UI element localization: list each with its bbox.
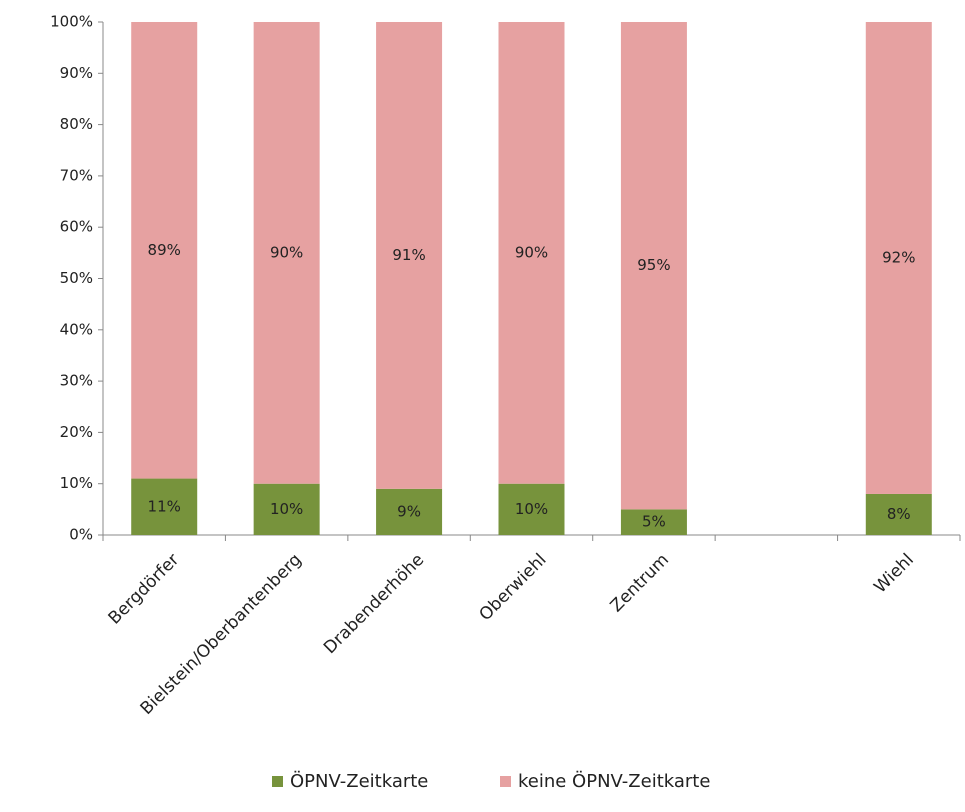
y-tick-label: 0% bbox=[69, 526, 93, 544]
data-label: 9% bbox=[397, 502, 421, 520]
bar-segment bbox=[498, 22, 565, 484]
legend-label: keine ÖPNV-Zeitkarte bbox=[518, 770, 710, 792]
x-tick-label: Zentrum bbox=[607, 550, 673, 616]
y-tick-label: 60% bbox=[60, 218, 93, 236]
bar-segment bbox=[131, 478, 198, 535]
bar-segment bbox=[376, 22, 443, 489]
data-label: 8% bbox=[887, 505, 911, 523]
data-label: 95% bbox=[637, 256, 670, 274]
bar-segment bbox=[253, 483, 320, 535]
bar-segment bbox=[620, 509, 687, 535]
data-label: 11% bbox=[148, 497, 181, 515]
x-tick-label: Bergdörfer bbox=[105, 550, 184, 629]
x-tick-label: Oberwiehl bbox=[475, 550, 550, 625]
x-tick-label: Drabenderhöhe bbox=[320, 550, 428, 658]
data-label: 5% bbox=[642, 513, 666, 531]
x-tick-label: Wiehl bbox=[870, 550, 917, 597]
data-label: 92% bbox=[882, 248, 915, 266]
y-tick-label: 20% bbox=[60, 423, 93, 441]
legend-swatch bbox=[272, 776, 283, 787]
data-label: 91% bbox=[392, 246, 425, 264]
bar-segment bbox=[498, 483, 565, 535]
data-label: 89% bbox=[148, 241, 181, 259]
legend-label: ÖPNV-Zeitkarte bbox=[290, 770, 428, 792]
bar-segment bbox=[865, 493, 932, 535]
data-label: 90% bbox=[270, 243, 303, 261]
bar-segment bbox=[131, 22, 198, 479]
y-tick-label: 50% bbox=[60, 269, 93, 287]
y-tick-label: 90% bbox=[60, 64, 93, 82]
bar-segment bbox=[253, 22, 320, 484]
bar-segment bbox=[865, 22, 932, 494]
y-tick-label: 70% bbox=[60, 166, 93, 184]
y-tick-label: 40% bbox=[60, 320, 93, 338]
data-label: 90% bbox=[515, 243, 548, 261]
y-tick-label: 100% bbox=[50, 13, 93, 31]
data-label: 10% bbox=[515, 500, 548, 518]
y-tick-label: 10% bbox=[60, 474, 93, 492]
bar-segment bbox=[376, 488, 443, 535]
y-tick-label: 80% bbox=[60, 115, 93, 133]
data-label: 10% bbox=[270, 500, 303, 518]
legend-swatch bbox=[500, 776, 511, 787]
y-tick-label: 30% bbox=[60, 372, 93, 390]
bar-segment bbox=[620, 22, 687, 510]
